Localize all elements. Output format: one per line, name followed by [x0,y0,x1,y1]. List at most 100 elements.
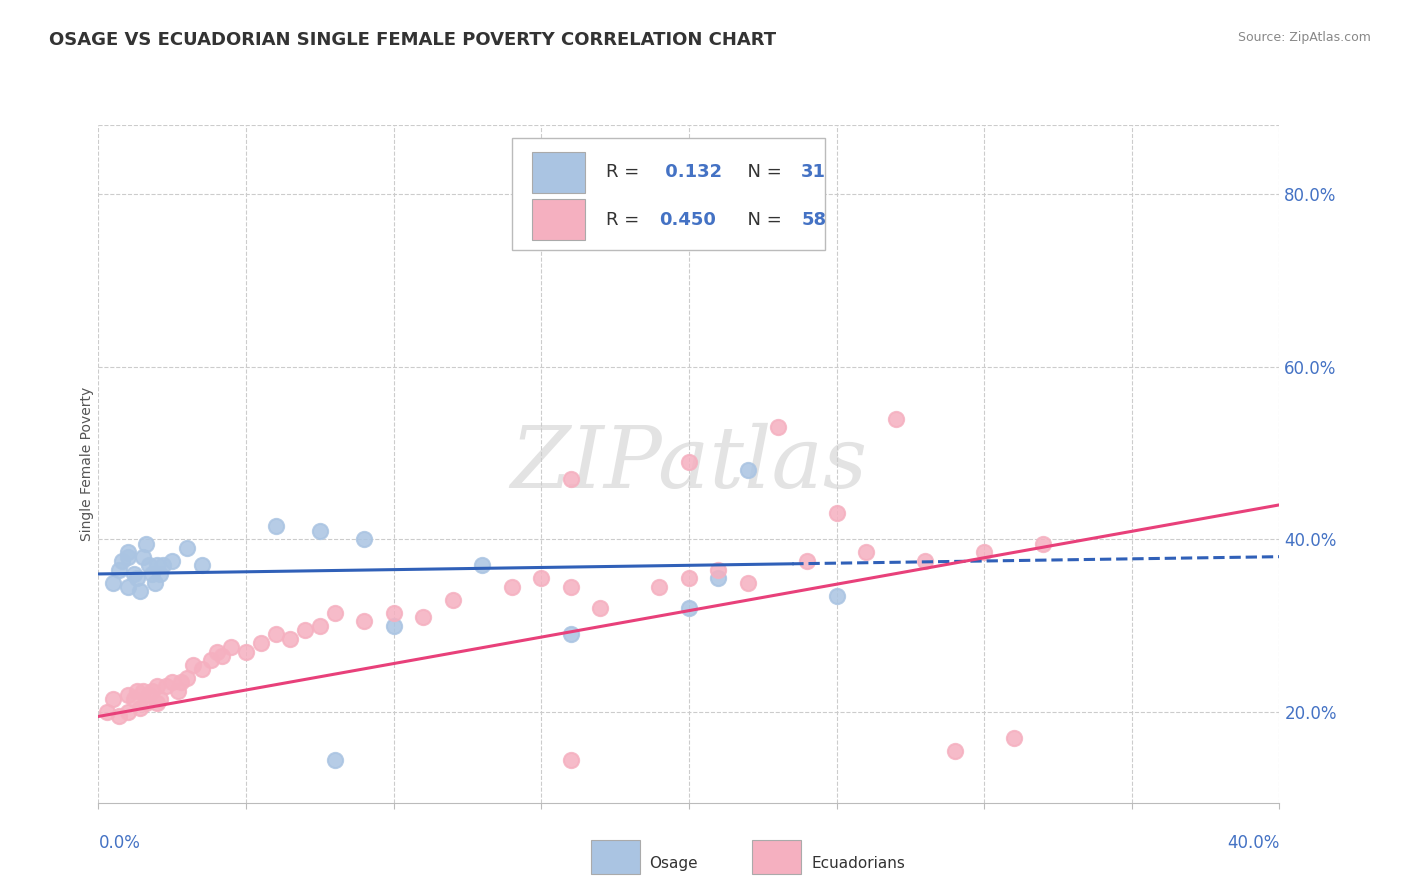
Point [678,601,700,615]
Point [294,623,316,637]
Text: 0.132: 0.132 [659,163,723,181]
Point [205,645,228,659]
Point [149,692,172,706]
Point [560,753,582,767]
Point [530,571,553,585]
Point [111,554,134,568]
Point [235,645,257,659]
Point [678,455,700,469]
Point [125,571,148,585]
Text: 0.0%: 0.0% [98,834,141,852]
Point [128,701,150,715]
Point [122,566,145,581]
Point [353,533,375,547]
Point [648,580,671,594]
Point [323,606,346,620]
Point [264,519,287,533]
Text: 58: 58 [801,211,827,228]
Point [176,541,198,555]
Point [560,580,582,594]
Point [323,753,346,767]
Point [943,744,966,758]
Point [117,580,139,594]
Point [117,549,139,564]
Text: Ecuadorians: Ecuadorians [811,856,905,871]
Point [678,571,700,585]
Point [176,671,198,685]
Text: R =: R = [606,163,645,181]
Point [973,545,995,559]
Point [170,674,193,689]
Point [162,554,183,568]
Point [737,463,759,477]
Point [191,662,214,676]
Point [382,606,405,620]
Point [167,683,190,698]
Point [132,549,155,564]
Text: OSAGE VS ECUADORIAN SINGLE FEMALE POVERTY CORRELATION CHART: OSAGE VS ECUADORIAN SINGLE FEMALE POVERT… [49,31,776,49]
Point [309,619,332,633]
Text: N =: N = [737,163,787,181]
Point [309,524,332,538]
Text: 40.0%: 40.0% [1227,834,1279,852]
Point [181,657,204,672]
Text: N =: N = [737,211,787,228]
Point [138,688,160,702]
Point [250,636,273,650]
Point [135,537,157,551]
Point [737,575,759,590]
Point [219,640,242,655]
Text: Source: ZipAtlas.com: Source: ZipAtlas.com [1237,31,1371,45]
Point [96,705,118,719]
Point [146,679,169,693]
Point [128,584,150,599]
Point [103,692,125,706]
Point [278,632,302,646]
Point [117,688,139,702]
Point [149,566,172,581]
Point [560,472,582,486]
Point [382,619,405,633]
Point [825,589,848,603]
Point [117,545,139,559]
Point [707,571,730,585]
Text: ZIPatlas: ZIPatlas [510,423,868,505]
Point [155,679,177,693]
Text: Osage: Osage [650,856,699,871]
Point [264,627,287,641]
Point [125,683,148,698]
Point [200,653,222,667]
Point [146,697,169,711]
Point [825,507,848,521]
Point [143,575,166,590]
Text: 0.450: 0.450 [659,211,716,228]
Point [152,558,174,573]
Point [766,420,789,434]
FancyBboxPatch shape [531,200,585,240]
Point [353,615,375,629]
FancyBboxPatch shape [512,138,825,251]
Point [855,545,877,559]
Point [796,554,818,568]
Point [707,563,730,577]
Point [589,601,612,615]
Point [914,554,936,568]
Text: 31: 31 [801,163,827,181]
Point [141,566,163,581]
Point [108,709,131,723]
Point [211,648,233,663]
FancyBboxPatch shape [531,152,585,193]
Point [103,575,125,590]
Point [135,697,157,711]
Point [471,558,494,573]
Point [122,692,145,706]
Point [117,705,139,719]
Y-axis label: Single Female Poverty: Single Female Poverty [80,387,94,541]
Point [141,683,163,698]
Point [884,411,907,425]
Point [138,558,160,573]
Text: R =: R = [606,211,645,228]
Point [132,683,155,698]
Point [146,558,169,573]
Point [412,610,434,624]
